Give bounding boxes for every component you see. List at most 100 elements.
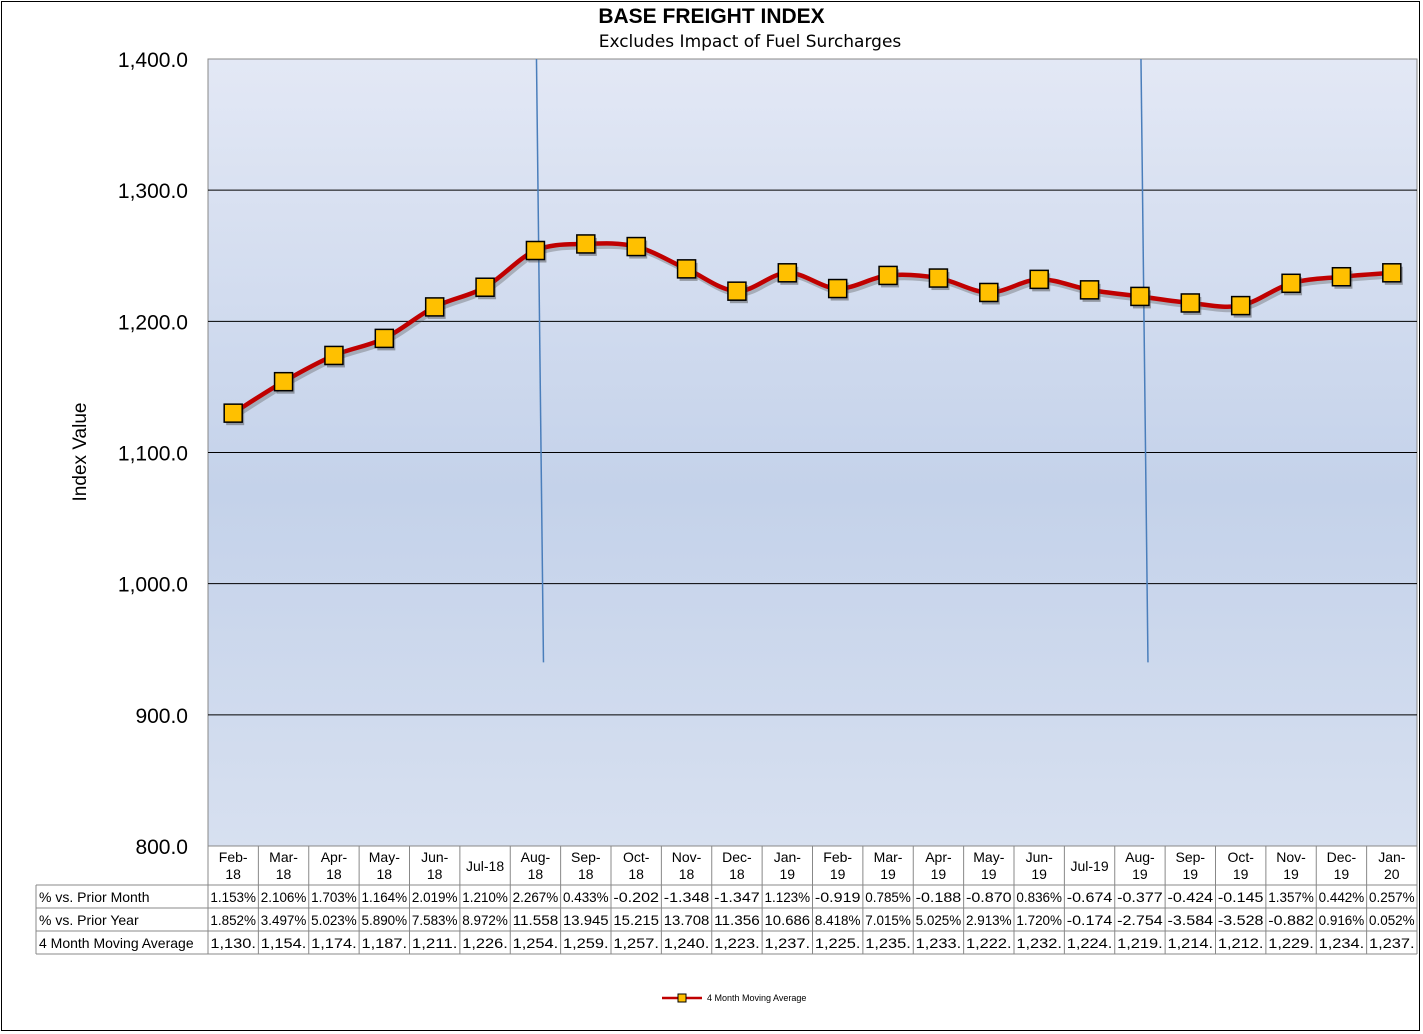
table-cell: 1,226. <box>462 935 508 951</box>
table-cell: 1,187. <box>362 935 408 951</box>
table-cell: 2.267% <box>513 889 559 905</box>
table-cell: 1,240. <box>664 935 710 951</box>
x-tick-label: 20 <box>1384 866 1400 882</box>
x-tick-label: 18 <box>679 866 695 882</box>
table-cell: 1.703% <box>311 889 357 905</box>
table-cell: 1.852% <box>210 912 256 928</box>
y-axis-label: Index Value <box>70 403 91 502</box>
x-tick-label: 19 <box>1233 866 1249 882</box>
x-tick-label: Jul-18 <box>466 858 504 874</box>
x-tick-label: 18 <box>528 866 544 882</box>
x-tick-label: Oct- <box>623 849 650 865</box>
table-cell: 0.433% <box>563 889 609 905</box>
chart-subtitle: Excludes Impact of Fuel Surcharges <box>598 32 902 52</box>
table-cell: 3.497% <box>261 912 307 928</box>
table-cell: 15.215 <box>613 912 659 928</box>
table-cell: -0.202 <box>613 889 659 905</box>
table-cell: -0.882 <box>1268 912 1314 928</box>
table-cell: 13.708 <box>664 912 710 928</box>
table-cell: 1,257. <box>613 935 659 951</box>
data-point <box>1130 286 1150 307</box>
table-cell: -0.424 <box>1168 889 1214 905</box>
table-cell: 8.972% <box>462 912 508 928</box>
legend-label: 4 Month Moving Average <box>707 993 806 1003</box>
y-tick-label: 1,000.0 <box>118 574 188 597</box>
x-tick-label: 19 <box>1132 866 1148 882</box>
table-cell: 1,234. <box>1319 935 1365 951</box>
data-point <box>1079 280 1100 300</box>
table-cell: 1.123% <box>765 889 811 905</box>
table-row-header: % vs. Prior Year <box>39 912 139 928</box>
data-point <box>223 403 243 423</box>
x-tick-label: 19 <box>1183 866 1199 882</box>
x-tick-label: 19 <box>1031 866 1047 882</box>
legend-marker <box>677 993 687 1003</box>
y-tick-label: 1,200.0 <box>118 311 188 334</box>
table-cell: 1,211. <box>412 935 458 951</box>
x-tick-label: Feb- <box>823 849 852 865</box>
table-row-header: % vs. Prior Month <box>39 889 149 905</box>
table-cell: 0.257% <box>1369 889 1415 905</box>
data-point <box>475 277 495 297</box>
table-cell: 8.418% <box>815 912 861 928</box>
table-cell: 5.023% <box>311 912 357 928</box>
x-tick-label: Jan- <box>1378 849 1406 865</box>
y-tick-label: 900.0 <box>135 705 188 728</box>
x-tick-label: 18 <box>729 866 745 882</box>
data-point <box>626 236 646 257</box>
data-point <box>1230 295 1251 316</box>
x-tick-label: Jun- <box>421 849 449 865</box>
table-cell: -0.919 <box>815 889 861 905</box>
table-cell: 13.945 <box>563 912 609 928</box>
x-tick-label: Aug- <box>521 849 551 865</box>
data-point <box>1180 293 1201 313</box>
table-cell: 0.052% <box>1369 912 1415 928</box>
x-tick-label: May- <box>369 849 400 865</box>
table-cell: 7.583% <box>412 912 458 928</box>
vertical-marker-line <box>535 58 545 663</box>
table-cell: 1,219. <box>1117 935 1163 951</box>
table-cell: -0.870 <box>966 889 1012 905</box>
data-point <box>928 268 949 288</box>
x-tick-label: 18 <box>427 866 443 882</box>
data-point <box>1281 273 1301 294</box>
table-cell: -0.674 <box>1067 889 1113 905</box>
table-cell: -1.348 <box>664 889 710 905</box>
table-cell: 1,233. <box>916 935 962 951</box>
x-tick-label: 18 <box>326 866 342 882</box>
data-point <box>273 371 294 392</box>
x-tick-label: Apr- <box>925 849 952 865</box>
vertical-marker-line <box>1140 58 1149 663</box>
y-tick-label: 1,300.0 <box>118 180 188 203</box>
data-point <box>374 328 395 349</box>
table-cell: 2.913% <box>966 912 1012 928</box>
table-cell: 1.210% <box>462 889 508 905</box>
data-point <box>777 263 798 283</box>
table-cell: 1,235. <box>865 935 911 951</box>
table-cell: 1,222. <box>966 935 1012 951</box>
table-cell: -0.145 <box>1218 889 1264 905</box>
x-tick-label: 19 <box>931 866 947 882</box>
data-point <box>1029 269 1049 290</box>
table-cell: 1,225. <box>815 935 861 951</box>
table-cell: -0.174 <box>1067 912 1113 928</box>
x-tick-label: 18 <box>628 866 644 882</box>
x-tick-label: Nov- <box>1276 849 1306 865</box>
table-cell: 1,232. <box>1016 935 1062 951</box>
x-tick-label: Nov- <box>672 849 702 865</box>
table-cell: 7.015% <box>865 912 911 928</box>
data-point <box>878 265 898 286</box>
x-tick-label: 19 <box>1334 866 1350 882</box>
table-cell: 1,174. <box>311 935 357 951</box>
table-cell: 5.890% <box>362 912 408 928</box>
table-cell: 1,212. <box>1218 935 1264 951</box>
table-cell: -0.377 <box>1117 889 1163 905</box>
table-cell: 1,223. <box>714 935 760 951</box>
table-cell: 11.356 <box>714 912 760 928</box>
table-cell: -2.754 <box>1117 912 1163 928</box>
data-point <box>525 240 546 261</box>
table-cell: 0.442% <box>1319 889 1365 905</box>
data-point <box>324 345 344 366</box>
x-tick-label: May- <box>973 849 1004 865</box>
